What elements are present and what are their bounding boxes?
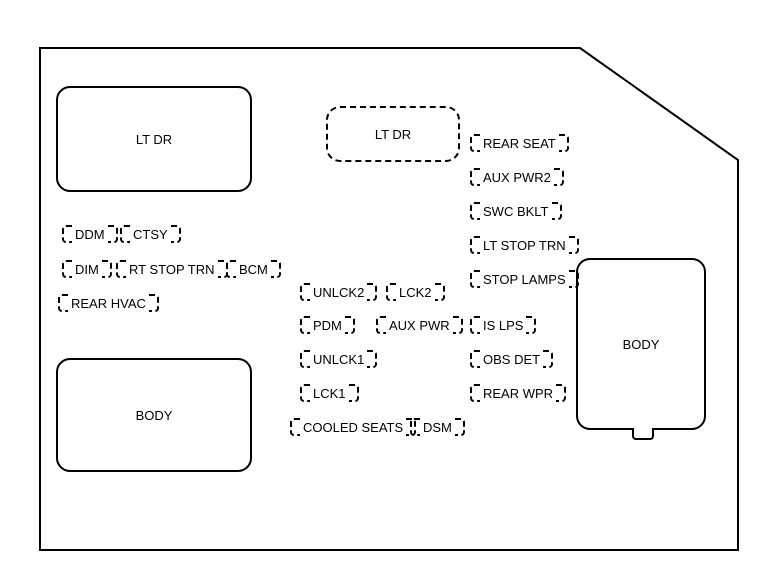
fuse-label: LT STOP TRN — [480, 239, 569, 252]
relay-body-right-tab — [632, 428, 654, 440]
fuse-cap-icon — [455, 418, 465, 436]
fuse-cap-icon — [386, 283, 396, 301]
fuse-pdm: PDM — [300, 316, 355, 334]
fuse-cap-icon — [116, 260, 126, 278]
fuse-aux-pwr2: AUX PWR2 — [470, 168, 564, 186]
fuse-lt-stop-trn: LT STOP TRN — [470, 236, 579, 254]
fuse-cap-icon — [62, 260, 72, 278]
fuse-cap-icon — [300, 316, 310, 334]
fuse-cap-icon — [453, 316, 463, 334]
fuse-obs-det: OBS DET — [470, 350, 553, 368]
fuse-cap-icon — [470, 134, 480, 152]
fuse-cap-icon — [435, 283, 445, 301]
relay-label: LT DR — [136, 132, 172, 147]
fuse-label: RT STOP TRN — [126, 263, 218, 276]
fuse-cap-icon — [470, 350, 480, 368]
fuse-lck2: LCK2 — [386, 283, 445, 301]
fuse-cap-icon — [470, 168, 480, 186]
fuse-is-lps: IS LPS — [470, 316, 536, 334]
fuse-stop-lamps: STOP LAMPS — [470, 270, 579, 288]
fuse-cap-icon — [271, 260, 281, 278]
fuse-cap-icon — [171, 225, 181, 243]
fuse-cap-icon — [569, 236, 579, 254]
fuse-label: BCM — [236, 263, 271, 276]
fuse-cap-icon — [62, 225, 72, 243]
fuse-rear-seat: REAR SEAT — [470, 134, 569, 152]
fuse-cap-icon — [149, 294, 159, 312]
fuse-cap-icon — [470, 316, 480, 334]
fuse-cap-icon — [552, 202, 562, 220]
fuse-label: AUX PWR — [386, 319, 453, 332]
fuse-cap-icon — [376, 316, 386, 334]
fuse-label: DIM — [72, 263, 102, 276]
fuse-label: LCK1 — [310, 387, 349, 400]
fuse-cap-icon — [120, 225, 130, 243]
fuse-label: REAR HVAC — [68, 297, 149, 310]
fuse-cap-icon — [349, 384, 359, 402]
fuse-cap-icon — [367, 350, 377, 368]
fuse-label: SWC BKLT — [480, 205, 552, 218]
fuse-ctsy: CTSY — [120, 225, 181, 243]
fuse-cap-icon — [543, 350, 553, 368]
fuse-cap-icon — [554, 168, 564, 186]
fuse-rear-hvac: REAR HVAC — [58, 294, 159, 312]
fuse-label: PDM — [310, 319, 345, 332]
fuse-cap-icon — [556, 384, 566, 402]
relay-lt-dr: LT DR — [56, 86, 252, 192]
relay-lt-dr-dashed: LT DR — [326, 106, 460, 162]
fuse-cooled-seats: COOLED SEATS — [290, 418, 416, 436]
fuse-rear-wpr: REAR WPR — [470, 384, 566, 402]
fuse-cap-icon — [526, 316, 536, 334]
fuse-cap-icon — [102, 260, 112, 278]
fuse-label: CTSY — [130, 228, 171, 241]
fuse-cap-icon — [410, 418, 420, 436]
fuse-lck1: LCK1 — [300, 384, 359, 402]
fuse-cap-icon — [58, 294, 68, 312]
relay-label: LT DR — [375, 127, 411, 142]
relay-label: BODY — [136, 408, 173, 423]
fuse-label: REAR WPR — [480, 387, 556, 400]
fuse-label: OBS DET — [480, 353, 543, 366]
fuse-cap-icon — [470, 236, 480, 254]
fuse-cap-icon — [226, 260, 236, 278]
fuse-aux-pwr: AUX PWR — [376, 316, 463, 334]
fuse-label: COOLED SEATS — [300, 421, 406, 434]
fuse-label: LCK2 — [396, 286, 435, 299]
fuse-cap-icon — [300, 384, 310, 402]
fuse-label: AUX PWR2 — [480, 171, 554, 184]
fuse-cap-icon — [569, 270, 579, 288]
fuse-label: IS LPS — [480, 319, 526, 332]
fuse-cap-icon — [300, 350, 310, 368]
fuse-cap-icon — [470, 270, 480, 288]
fuse-bcm: BCM — [226, 260, 281, 278]
fuse-cap-icon — [470, 384, 480, 402]
fuse-cap-icon — [367, 283, 377, 301]
relay-body-right: BODY — [576, 258, 706, 430]
fuse-cap-icon — [470, 202, 480, 220]
fuse-unlck2: UNLCK2 — [300, 283, 377, 301]
fuse-label: DDM — [72, 228, 108, 241]
fuse-ddm: DDM — [62, 225, 118, 243]
fuse-cap-icon — [345, 316, 355, 334]
fuse-swc-bklt: SWC BKLT — [470, 202, 562, 220]
fuse-box-diagram: LT DR LT DR BODY BODY DDM CTSY DIM RT ST… — [0, 0, 757, 566]
fuse-cap-icon — [559, 134, 569, 152]
fuse-rt-stop-trn: RT STOP TRN — [116, 260, 228, 278]
fuse-label: UNLCK2 — [310, 286, 367, 299]
fuse-cap-icon — [300, 283, 310, 301]
fuse-label: UNLCK1 — [310, 353, 367, 366]
fuse-cap-icon — [108, 225, 118, 243]
fuse-label: STOP LAMPS — [480, 273, 569, 286]
fuse-unlck1: UNLCK1 — [300, 350, 377, 368]
fuse-label: DSM — [420, 421, 455, 434]
fuse-dim: DIM — [62, 260, 112, 278]
fuse-label: REAR SEAT — [480, 137, 559, 150]
relay-body-left: BODY — [56, 358, 252, 472]
fuse-dsm: DSM — [410, 418, 465, 436]
fuse-cap-icon — [290, 418, 300, 436]
relay-label: BODY — [623, 337, 660, 352]
